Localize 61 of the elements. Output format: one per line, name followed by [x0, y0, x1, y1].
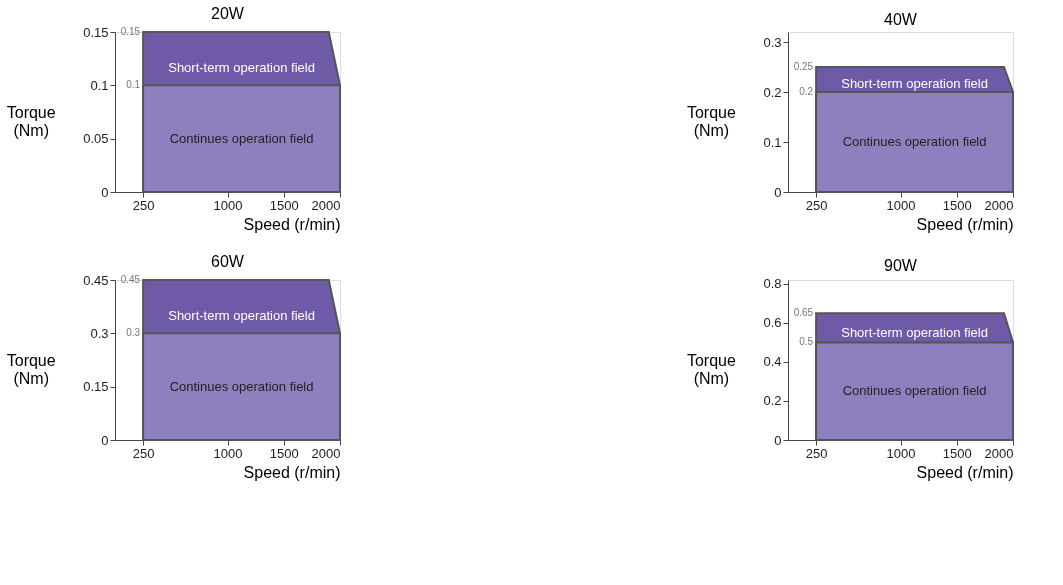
x-axis-title: Speed (r/min) — [916, 463, 1014, 481]
chart-title: 60W — [211, 253, 245, 270]
x-tick-label: 1000 — [886, 445, 916, 461]
chart-title: 90W — [884, 256, 918, 274]
annotation: 0.65 — [793, 307, 814, 319]
y-tick-label: 0.1 — [90, 77, 109, 93]
series-label: Short-term operation field — [168, 307, 315, 323]
y-tick-label: 0.4 — [763, 354, 782, 370]
x-axis-title: Speed (r/min) — [243, 463, 341, 481]
annotation: 0.3 — [126, 327, 141, 339]
x-tick-label: 2000 — [984, 197, 1014, 213]
y-axis-title: Torque (Nm) — [6, 351, 56, 387]
y-tick-label: 0 — [101, 184, 109, 200]
y-tick-label: 0.05 — [83, 131, 109, 147]
x-tick-label: 2000 — [984, 445, 1014, 461]
annotation: 0.15 — [120, 26, 141, 37]
y-tick-label: 0.15 — [83, 379, 109, 395]
y-axis-title: Torque (Nm) — [686, 103, 736, 139]
x-tick-label: 1500 — [942, 445, 972, 461]
chart-title: 40W — [884, 11, 918, 28]
y-axis-title: Torque (Nm) — [686, 351, 736, 387]
x-tick-label: 1000 — [213, 445, 243, 461]
y-tick-label: 0.6 — [763, 315, 782, 331]
x-tick-label: 1000 — [886, 197, 916, 213]
y-tick-label: 0 — [774, 184, 782, 200]
y-tick-label: 0.1 — [763, 134, 782, 150]
series-label: Short-term operation field — [168, 59, 315, 75]
x-tick-label: 250 — [805, 197, 828, 213]
x-tick-label: 2000 — [311, 197, 341, 213]
y-tick-label: 0.15 — [83, 24, 109, 40]
x-tick-label: 2000 — [311, 445, 341, 461]
series-label: Continues operation field — [842, 134, 987, 149]
chart-title: 20W — [211, 5, 245, 22]
y-tick-label: 0.8 — [763, 276, 782, 292]
y-tick-label: 0 — [101, 432, 109, 448]
x-tick-label: 1500 — [269, 197, 299, 213]
annotation: 0.1 — [126, 79, 141, 91]
x-tick-label: 1500 — [942, 197, 972, 213]
x-tick-label: 1500 — [269, 445, 299, 461]
y-tick-label: 0.2 — [763, 84, 782, 100]
annotation: 0.25 — [793, 61, 814, 72]
annotation: 0.45 — [120, 274, 141, 285]
y-tick-label: 0 — [774, 432, 782, 448]
x-tick-label: 250 — [132, 197, 155, 213]
y-tick-label: 0.3 — [763, 34, 782, 50]
series-label: Short-term operation field — [841, 324, 988, 340]
x-axis-title: Speed (r/min) — [916, 215, 1014, 233]
series-label: Short-term operation field — [841, 75, 988, 91]
annotation: 0.5 — [799, 336, 814, 348]
y-tick-label: 0.2 — [763, 393, 782, 409]
x-axis-title: Speed (r/min) — [243, 215, 341, 233]
series-label: Continues operation field — [842, 383, 987, 399]
x-tick-label: 250 — [132, 445, 155, 461]
y-axis-title: Torque (Nm) — [6, 103, 56, 139]
x-tick-label: 1000 — [213, 197, 243, 213]
annotation: 0.2 — [799, 86, 814, 97]
y-tick-label: 0.45 — [83, 272, 109, 288]
x-tick-label: 250 — [805, 445, 828, 461]
series-label: Continues operation field — [169, 378, 314, 394]
series-label: Continues operation field — [169, 130, 314, 146]
y-tick-label: 0.3 — [90, 325, 109, 341]
